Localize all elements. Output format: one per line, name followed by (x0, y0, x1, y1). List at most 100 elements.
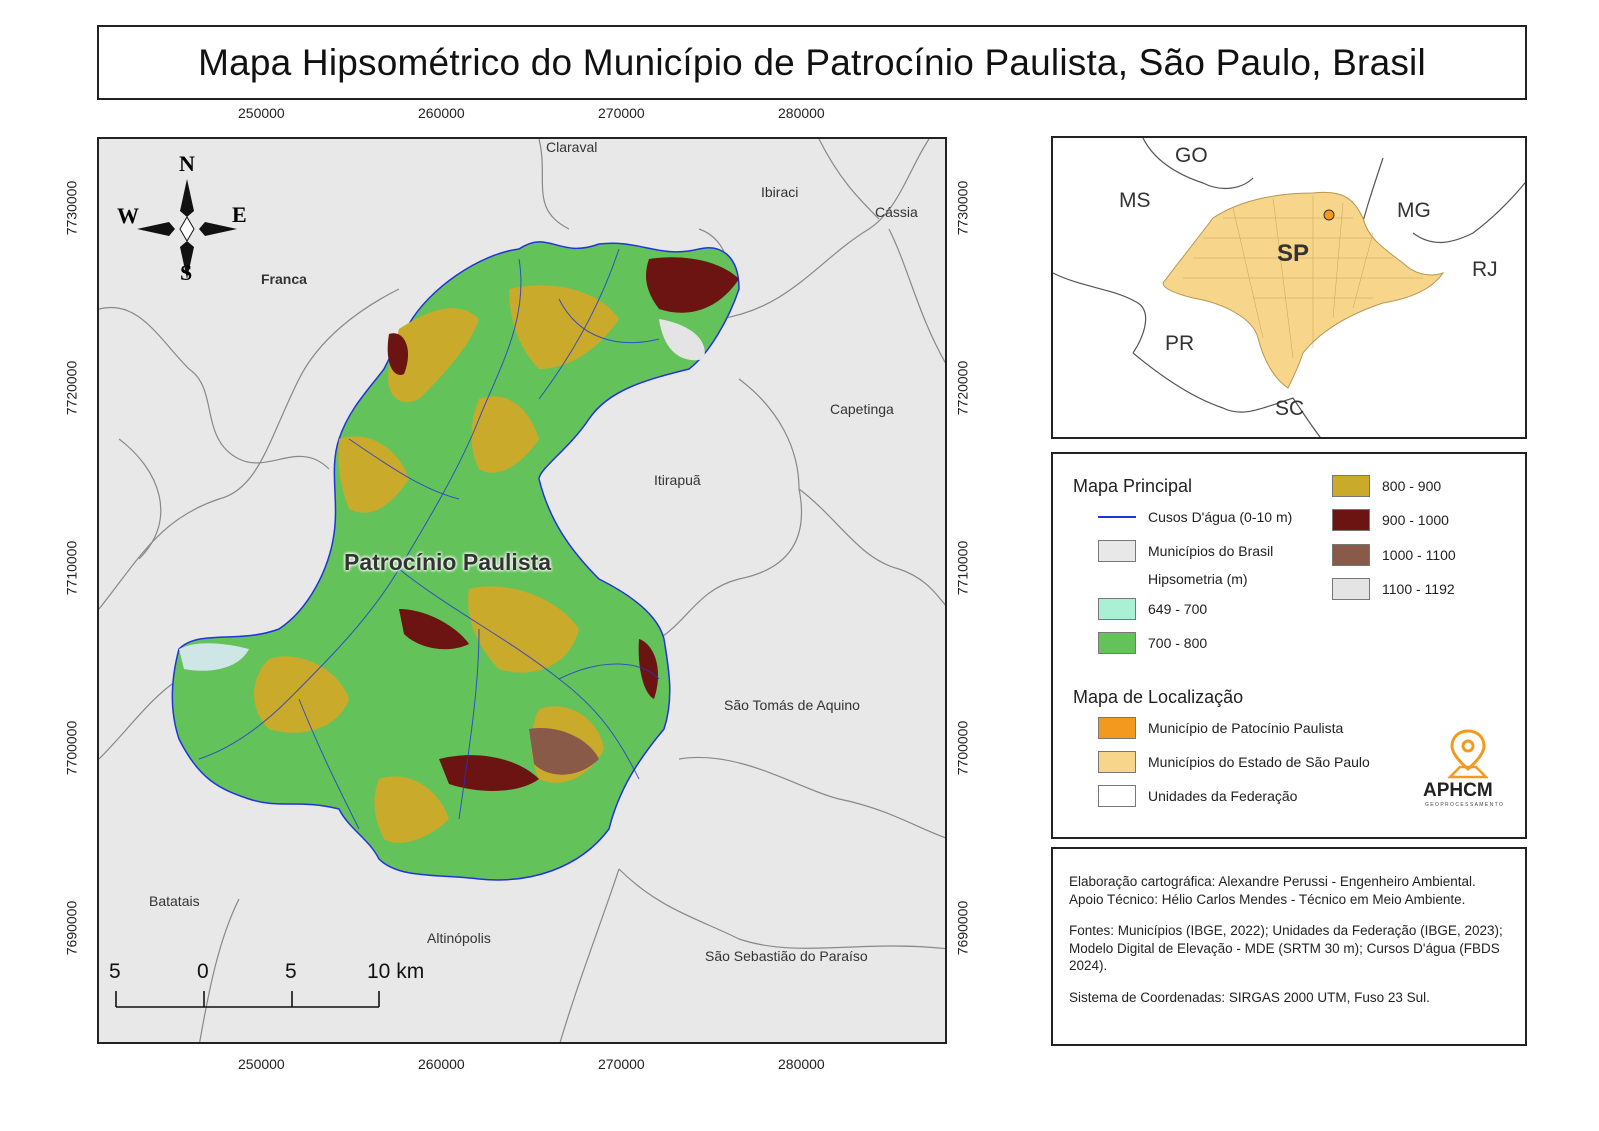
x-tick-top: 250000 (238, 105, 285, 121)
legend-label: Hipsometria (m) (1148, 571, 1248, 587)
legend-label: 649 - 700 (1148, 601, 1208, 617)
scale-bar (115, 991, 380, 1008)
legend-municipio-patrocinio: Município de Patocínio Paulista (1098, 717, 1343, 739)
legend-label: Município de Patocínio Paulista (1148, 720, 1344, 736)
y-tick-left: 7700000 (63, 720, 80, 776)
legend-heading-main: Mapa Principal (1073, 476, 1193, 496)
state-label-pr: PR (1165, 332, 1195, 355)
y-tick-left: 7690000 (63, 900, 80, 956)
legend-watercourse: Cusos D'água (0-10 m) (1098, 506, 1292, 528)
credits-sources: Fontes: Municípios (IBGE, 2022); Unidade… (1069, 923, 1503, 973)
y-tick-right: 7710000 (954, 540, 971, 596)
scale-label: 10 km (367, 960, 425, 983)
state-label-mg: MG (1397, 199, 1431, 222)
watercourse-swatch (1098, 506, 1136, 528)
y-tick-left: 7730000 (63, 180, 80, 236)
class-swatch (1332, 544, 1370, 566)
unidades-swatch (1098, 785, 1136, 807)
legend-label: Unidades da Federação (1148, 788, 1298, 804)
place-label-batatais: Batatais (149, 893, 200, 909)
place-label-franca: Franca (261, 271, 307, 287)
compass-e: E (232, 202, 247, 227)
place-label-altinopolis: Altinópolis (427, 930, 491, 946)
class-swatch (1332, 509, 1370, 531)
place-label-cassia: Cássia (875, 204, 918, 220)
municipios-sp-swatch (1098, 751, 1136, 773)
state-label-sc: SC (1275, 397, 1305, 420)
logo-subtext: GEOPROCESSAMENTO (1425, 802, 1505, 808)
legend-class-900-1000: 900 - 1000 (1332, 509, 1449, 531)
class-swatch (1332, 578, 1370, 600)
location-map[interactable]: GO MS MG SP RJ PR SC (1051, 136, 1527, 439)
legend-class-1000-1100: 1000 - 1100 (1332, 544, 1456, 566)
legend-panel: Mapa Principal Cusos D'água (0-10 m) Mun… (1051, 452, 1527, 839)
place-label-sao-tomas: São Tomás de Aquino (724, 697, 860, 713)
municipal-boundaries (99, 139, 945, 1042)
compass-n: N (179, 151, 195, 176)
place-label-ibiraci: Ibiraci (761, 184, 799, 200)
main-map[interactable]: N S E W Claraval Ibiraci Cássia Franca C… (97, 137, 947, 1044)
municipios-brasil-swatch (1098, 540, 1136, 562)
x-tick-bottom: 260000 (418, 1056, 465, 1072)
legend-label: Municípios do Brasil (1148, 543, 1274, 559)
x-tick-top: 270000 (598, 105, 645, 121)
sao-paulo-state (1162, 191, 1445, 389)
class-swatch (1098, 598, 1136, 620)
compass-s: S (180, 260, 192, 285)
legend-class-800-900: 800 - 900 (1332, 475, 1441, 497)
main-map-canvas: N S E W (99, 139, 945, 1042)
aphcm-logo-icon (1448, 729, 1488, 779)
state-boundaries (1053, 138, 1525, 437)
legend-heading-location: Mapa de Localização (1073, 687, 1244, 707)
class-swatch (1332, 475, 1370, 497)
x-tick-bottom: 270000 (598, 1056, 645, 1072)
place-label-claraval: Claraval (546, 139, 598, 155)
y-tick-right: 7720000 (954, 360, 971, 416)
municipality-label: Patrocínio Paulista (344, 549, 552, 575)
map-title-box: Mapa Hipsométrico do Município de Patroc… (97, 25, 1527, 100)
place-label-itirapua: Itirapuã (654, 472, 701, 488)
class-swatch (1098, 632, 1136, 654)
map-title: Mapa Hipsométrico do Município de Patroc… (198, 41, 1426, 83)
sp-municipal-grid (1183, 196, 1423, 359)
compass-w: W (117, 203, 139, 228)
scale-label: 0 (197, 960, 209, 983)
scale-label: 5 (285, 960, 297, 983)
watercourses (198, 248, 660, 830)
legend-class-649-700: 649 - 700 (1098, 598, 1207, 620)
legend-label: 700 - 800 (1148, 635, 1208, 651)
credits-panel: Elaboração cartográfica: Alexandre Perus… (1051, 847, 1527, 1046)
y-tick-right: 7730000 (954, 180, 971, 236)
state-label-sp: SP (1277, 240, 1310, 267)
scale-label: 5 (109, 960, 121, 983)
legend-label: Municípios do Estado de São Paulo (1148, 754, 1370, 770)
legend-label: 1000 - 1100 (1382, 547, 1456, 563)
place-label-sao-sebastiao: São Sebastião do Paraíso (705, 948, 868, 964)
logo-text: APHCM (1423, 780, 1493, 801)
x-tick-bottom: 250000 (238, 1056, 285, 1072)
y-tick-right: 7690000 (954, 900, 971, 956)
y-tick-right: 7700000 (954, 720, 971, 776)
legend-label: 1100 - 1192 (1382, 581, 1455, 597)
legend-municipios-sp: Municípios do Estado de São Paulo (1098, 751, 1370, 773)
legend-label: Cusos D'água (0-10 m) (1148, 509, 1293, 525)
state-label-go: GO (1175, 144, 1208, 167)
north-arrow-icon (137, 179, 237, 279)
legend-municipios-brasil: Municípios do Brasil (1098, 540, 1273, 562)
state-label-ms: MS (1119, 189, 1151, 212)
x-tick-top: 260000 (418, 105, 465, 121)
legend-label: 900 - 1000 (1382, 512, 1449, 528)
legend-class-1100-1192: 1100 - 1192 (1332, 578, 1455, 600)
patrocinio-swatch (1098, 717, 1136, 739)
location-map-canvas (1053, 138, 1525, 437)
credits-crs: Sistema de Coordenadas: SIRGAS 2000 UTM,… (1069, 989, 1430, 1005)
legend-label: 800 - 900 (1382, 478, 1442, 494)
place-label-capetinga: Capetinga (830, 401, 894, 417)
patrocinio-paulista-hypsometry (171, 241, 740, 881)
patrocinio-location-marker (1323, 209, 1335, 221)
legend-unidades-federacao: Unidades da Federação (1098, 785, 1297, 807)
y-tick-left: 7710000 (63, 540, 80, 596)
state-label-rj: RJ (1472, 258, 1498, 281)
credits-authors: Elaboração cartográfica: Alexandre Perus… (1069, 874, 1476, 907)
x-tick-top: 280000 (778, 105, 825, 121)
